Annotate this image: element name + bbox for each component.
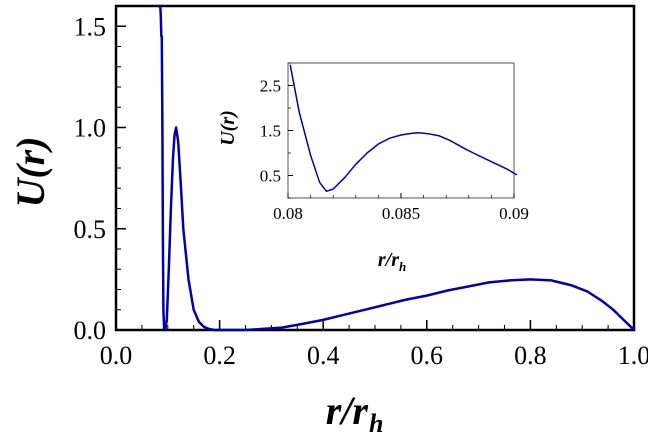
inset-plot-frame [287, 62, 515, 199]
main-x-axis-label-subscript: h [369, 409, 383, 438]
inset-x-tick-label: 0.09 [499, 204, 529, 223]
main-x-axis-label-base: r/r [326, 388, 369, 433]
main-x-tick-label: 0.6 [411, 341, 444, 370]
main-y-tick-label: 0.0 [74, 316, 107, 345]
inset-y-tick-label: 2.5 [260, 76, 281, 95]
inset-x-axis-label: r/r [378, 249, 399, 271]
main-x-tick-label: 0.4 [307, 341, 340, 370]
inset-x-tick-label: 0.08 [273, 204, 303, 223]
inset-series [289, 64, 518, 193]
inset-x-axis-label-base: r/r [378, 249, 399, 271]
inset-x-tick-label: 0.085 [382, 204, 420, 223]
main-y-tick-label: 0.5 [74, 215, 107, 244]
main-y-tick-label: 1.0 [74, 114, 107, 143]
main-series-line [156, 4, 636, 332]
inset-axis-ticks: 0.08 0.085 0.09 2.5 1.5 0.5 [260, 62, 529, 223]
main-y-axis-label: U(r) [8, 136, 53, 207]
main-x-axis-label: r/r [326, 388, 369, 433]
main-series [156, 4, 636, 332]
inset-y-axis-label: U(r) [217, 110, 239, 146]
main-x-tick-label: 0.2 [203, 341, 236, 370]
inset-y-tick-label: 0.5 [260, 166, 281, 185]
inset-x-axis-label-subscript: h [399, 259, 406, 274]
main-y-tick-label: 1.5 [74, 12, 107, 41]
inset-series-line [289, 64, 518, 193]
main-axis-ticks: 0.0 0.2 0.4 0.6 0.8 1.0 0.0 0.5 1.0 1.5 [74, 5, 648, 370]
main-x-tick-label: 0.0 [100, 341, 133, 370]
inset-y-tick-label: 1.5 [260, 121, 281, 140]
main-x-tick-label: 1.0 [618, 341, 648, 370]
main-x-tick-label: 0.8 [514, 341, 547, 370]
